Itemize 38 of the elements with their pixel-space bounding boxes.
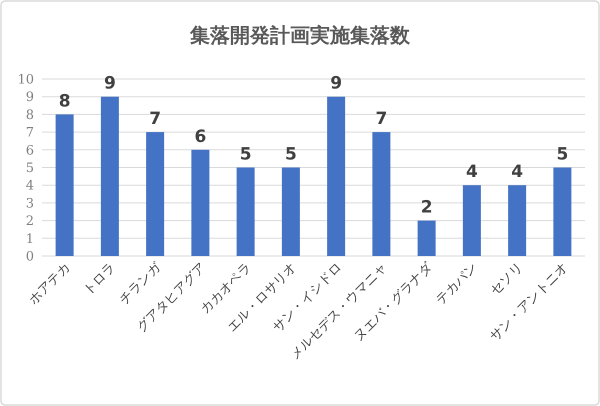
data-label: 6	[194, 126, 206, 147]
bar	[282, 168, 300, 256]
bar	[100, 96, 119, 256]
bar	[418, 220, 436, 256]
bar	[191, 150, 210, 256]
data-label: 2	[420, 198, 433, 218]
data-label: 5	[240, 144, 252, 164]
data-label: 5	[284, 144, 297, 164]
chart-title: 集落開発計画実施集落数	[189, 23, 411, 47]
bar	[327, 96, 346, 256]
data-label: 7	[149, 109, 162, 130]
bar	[56, 114, 74, 256]
y-tick-label: 1	[26, 232, 34, 247]
bar	[462, 185, 481, 256]
data-label: 4	[466, 162, 478, 182]
y-tick-label: 9	[26, 90, 34, 106]
data-label: 8	[58, 91, 71, 112]
data-label: 7	[375, 109, 388, 130]
y-tick-label: 2	[26, 214, 34, 230]
bar	[553, 168, 572, 256]
x-tick-label: セソリ	[488, 260, 526, 298]
y-tick-label: 3	[26, 196, 34, 212]
y-tick-label: 6	[26, 143, 34, 158]
bar	[372, 132, 390, 256]
bar	[236, 168, 255, 256]
x-tick-label: トロラ	[80, 260, 119, 298]
bar	[508, 185, 526, 256]
y-tick-label: 10	[17, 72, 34, 88]
y-tick-label: 7	[26, 126, 34, 141]
data-label: 9	[104, 74, 116, 94]
bar	[146, 132, 164, 256]
y-tick-label: 8	[26, 108, 34, 123]
data-label: 9	[330, 74, 342, 94]
data-label: 5	[556, 144, 568, 164]
x-tick-label: テカパン	[433, 260, 481, 308]
y-tick-label: 5	[26, 161, 34, 176]
data-label: 4	[511, 162, 524, 182]
y-tick-label: 4	[26, 178, 34, 194]
